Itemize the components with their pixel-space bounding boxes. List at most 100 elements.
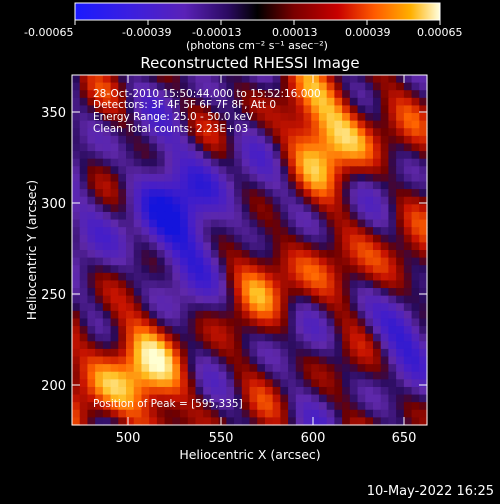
heatmap-cell (326, 234, 335, 243)
heatmap-cell (87, 386, 96, 396)
heatmap-cell (218, 113, 227, 122)
heatmap-cell (396, 151, 405, 160)
heatmap-cell (249, 75, 258, 84)
heatmap-cell (295, 250, 305, 259)
heatmap-cell (264, 158, 274, 167)
heatmap-cell (288, 356, 297, 365)
heatmap-cell (403, 143, 413, 152)
heatmap-cell (249, 310, 258, 320)
heatmap-cell (180, 250, 189, 259)
heatmap-cell (372, 143, 382, 152)
heatmap-cell (249, 234, 258, 243)
heatmap-cell (79, 356, 89, 365)
heatmap-cell (126, 371, 135, 380)
heatmap-cell (272, 120, 281, 129)
heatmap-cell (164, 250, 173, 259)
heatmap-cell (164, 158, 173, 167)
heatmap-cell (210, 364, 220, 373)
heatmap-cell (149, 158, 158, 167)
heatmap-cell (172, 143, 181, 152)
heatmap-cell (203, 75, 212, 84)
heatmap-cell (403, 234, 413, 243)
heatmap-cell (264, 181, 274, 190)
heatmap-cell (272, 75, 281, 84)
heatmap-cell (318, 242, 328, 251)
heatmap-cell (326, 211, 335, 221)
colorbar-tick-label: 0.00013 (272, 26, 318, 39)
heatmap-cell (110, 128, 119, 137)
heatmap-cell (95, 280, 104, 289)
heatmap-cell (257, 128, 266, 137)
heatmap-cell (303, 341, 312, 350)
heatmap-cell (372, 417, 382, 426)
heatmap-cell (87, 219, 96, 228)
heatmap-cell (249, 265, 258, 274)
heatmap-cell (334, 151, 343, 160)
heatmap-cell (403, 417, 413, 426)
heatmap-cell (87, 113, 96, 122)
heatmap-cell (102, 219, 112, 228)
heatmap-cell (326, 189, 335, 198)
heatmap-cell (164, 356, 173, 365)
heatmap-cell (110, 288, 119, 297)
heatmap-cell (79, 318, 89, 327)
heatmap-cell (272, 211, 281, 221)
heatmap-cell (403, 181, 413, 190)
heatmap-cell (203, 295, 212, 304)
heatmap-cell (218, 402, 227, 411)
heatmap-cell (272, 189, 281, 198)
heatmap-cell (342, 189, 351, 198)
heatmap-cell (311, 295, 320, 304)
heatmap-cell (79, 348, 89, 358)
heatmap-cell (257, 333, 266, 342)
heatmap-cell (102, 242, 112, 251)
heatmap-cell (280, 417, 289, 426)
heatmap-cell (334, 295, 343, 304)
heatmap-cell (264, 90, 274, 99)
heatmap-cell (87, 310, 96, 320)
heatmap-cell (403, 90, 413, 99)
heatmap-cell (79, 90, 89, 99)
heatmap-cell (365, 371, 374, 380)
heatmap-cell (280, 234, 289, 243)
heatmap-cell (95, 211, 104, 221)
heatmap-cell (295, 173, 305, 183)
heatmap-cell (241, 234, 251, 243)
heatmap-cell (303, 379, 312, 388)
heatmap-cell (110, 204, 119, 213)
heatmap-cell (419, 189, 428, 198)
heatmap-cell (257, 386, 266, 396)
heatmap-cell (87, 120, 96, 129)
heatmap-cell (79, 219, 89, 228)
heatmap-cell (95, 394, 104, 403)
heatmap-cell (226, 341, 235, 350)
heatmap-cell (419, 364, 428, 373)
heatmap-cell (195, 265, 204, 274)
heatmap-cell (264, 402, 274, 411)
heatmap-cell (249, 379, 258, 388)
heatmap-cell (95, 386, 104, 396)
heatmap-cell (342, 265, 351, 274)
heatmap-cell (295, 97, 305, 107)
heatmap-cell (326, 356, 335, 365)
heatmap-cell (272, 341, 281, 350)
heatmap-cell (95, 82, 104, 91)
heatmap-cell (110, 219, 119, 228)
heatmap-cell (411, 318, 420, 327)
heatmap-cell (164, 173, 173, 183)
heatmap-cell (334, 181, 343, 190)
heatmap-cell (234, 211, 243, 221)
heatmap-cell (133, 341, 143, 350)
heatmap-cell (79, 151, 89, 160)
heatmap-cell (411, 181, 420, 190)
heatmap-cell (396, 288, 405, 297)
heatmap-cell (326, 158, 335, 167)
heatmap-cell (257, 265, 266, 274)
heatmap-cell (141, 326, 150, 335)
heatmap-cell (257, 90, 266, 99)
heatmap-cell (318, 75, 328, 84)
heatmap-cell (126, 295, 135, 304)
heatmap-cell (141, 310, 150, 320)
heatmap-cell (126, 318, 135, 327)
y-tick-label: 250 (41, 288, 66, 303)
